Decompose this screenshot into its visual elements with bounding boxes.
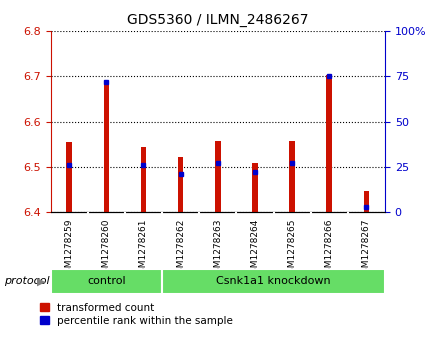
Bar [363,191,369,212]
Text: GSM1278262: GSM1278262 [176,219,185,279]
FancyBboxPatch shape [162,269,385,294]
Legend: transformed count, percentile rank within the sample: transformed count, percentile rank withi… [40,303,233,326]
Text: GSM1278263: GSM1278263 [213,219,222,280]
Bar [66,142,72,212]
Text: control: control [87,276,126,286]
Text: GSM1278266: GSM1278266 [325,219,334,280]
Bar [252,163,258,212]
Bar [178,156,183,212]
Bar [141,147,146,212]
Title: GDS5360 / ILMN_2486267: GDS5360 / ILMN_2486267 [127,13,308,27]
Text: protocol: protocol [4,276,50,286]
Text: GSM1278261: GSM1278261 [139,219,148,280]
Bar [326,75,332,212]
Bar [290,141,295,212]
Text: GSM1278265: GSM1278265 [288,219,297,280]
Text: GSM1278260: GSM1278260 [102,219,111,280]
Text: ▶: ▶ [37,276,46,286]
Text: Csnk1a1 knockdown: Csnk1a1 knockdown [216,276,331,286]
Bar [103,83,109,212]
Bar [215,141,220,212]
Text: GSM1278267: GSM1278267 [362,219,371,280]
Text: GSM1278259: GSM1278259 [65,219,73,280]
FancyBboxPatch shape [51,269,162,294]
Text: GSM1278264: GSM1278264 [250,219,260,279]
